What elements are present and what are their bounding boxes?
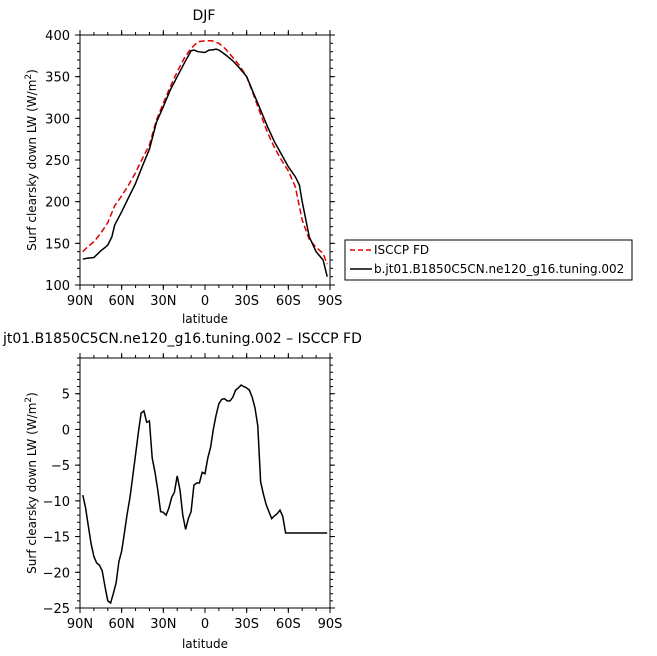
top-y-tick-label: 300: [45, 112, 70, 127]
bottom-chart-title: jt01.B1850C5CN.ne120_g16.tuning.002 – IS…: [2, 331, 362, 347]
bottom-x-tick-label: 0: [201, 617, 209, 632]
bottom-x-tick-label: 90S: [318, 617, 343, 632]
top-y-tick-label: 400: [45, 29, 70, 44]
bottom-series-line-0: [82, 384, 328, 605]
legend-label-model: b.jt01.B1850C5CN.ne120_g16.tuning.002: [374, 262, 624, 276]
top-y-tick-label: 350: [45, 71, 70, 86]
legend-box: [344, 239, 633, 281]
bottom-x-tick-label: 30S: [234, 617, 259, 632]
top-x-tick-label: 30S: [234, 294, 259, 309]
bottom-plot-frame: [79, 357, 331, 609]
top-y-tick-label: 250: [45, 154, 70, 169]
top-y-axis-label-tail: ): [25, 69, 39, 74]
bottom-y-axis-label-tail: ): [25, 392, 39, 397]
top-x-tick-label: 0: [201, 294, 209, 309]
bottom-y-tick-label: −10: [43, 495, 70, 510]
top-panel: DJF 90N 60N 30N 0 30S 60S 90S 100 150 200 250 300 35…: [24, 8, 342, 326]
bottom-x-tick-label: 30N: [150, 617, 176, 632]
legend-label-isccp: ISCCP FD: [374, 243, 429, 257]
top-series-line-1: [82, 48, 328, 277]
legend: ISCCP FD b.jt01.B1850C5CN.ne120_g16.tuni…: [344, 239, 633, 281]
top-y-tick-label: 100: [45, 279, 70, 294]
bottom-y-tick-label: 5: [62, 388, 70, 403]
top-x-axis-label: latitude: [182, 312, 228, 326]
top-axes: 90N 60N 30N 0 30S 60S 90S 100 150 200 250 300 350 400: [45, 29, 342, 309]
top-x-tick-label: 30N: [150, 294, 176, 309]
top-y-axis-label-main: Surf clearsky down LW (W/m: [25, 80, 39, 251]
bottom-y-tick-label: −5: [51, 459, 70, 474]
bottom-y-axis-label: Surf clearsky down LW (W/m2): [24, 392, 39, 574]
bottom-y-tick-label: −25: [43, 602, 70, 617]
top-y-axis-label: Surf clearsky down LW (W/m2): [24, 69, 39, 251]
top-x-tick-label: 60N: [109, 294, 135, 309]
top-series-line-0: [82, 40, 328, 265]
top-plot-frame: [79, 34, 331, 286]
bottom-x-tick-label: 60S: [276, 617, 301, 632]
bottom-series-group: [82, 384, 328, 605]
bottom-y-tick-label: 0: [62, 423, 70, 438]
top-y-tick-label: 150: [45, 237, 70, 252]
bottom-x-axis-label: latitude: [182, 637, 228, 651]
top-x-tick-label: 90N: [67, 294, 93, 309]
top-y-axis-label-sup: 2: [24, 74, 34, 80]
bottom-y-tick-label: −20: [43, 566, 70, 581]
bottom-y-axis-label-main: Surf clearsky down LW (W/m: [25, 403, 39, 574]
top-x-tick-label: 90S: [318, 294, 343, 309]
top-x-tick-label: 60S: [276, 294, 301, 309]
bottom-y-tick-label: −15: [43, 531, 70, 546]
top-y-tick-label: 200: [45, 196, 70, 211]
top-series-group: [82, 40, 328, 277]
bottom-x-tick-label: 60N: [109, 617, 135, 632]
bottom-y-axis-label-sup: 2: [24, 397, 34, 403]
bottom-panel: jt01.B1850C5CN.ne120_g16.tuning.002 – IS…: [2, 331, 362, 651]
top-chart-title: DJF: [193, 8, 216, 24]
bottom-x-tick-label: 90N: [67, 617, 93, 632]
